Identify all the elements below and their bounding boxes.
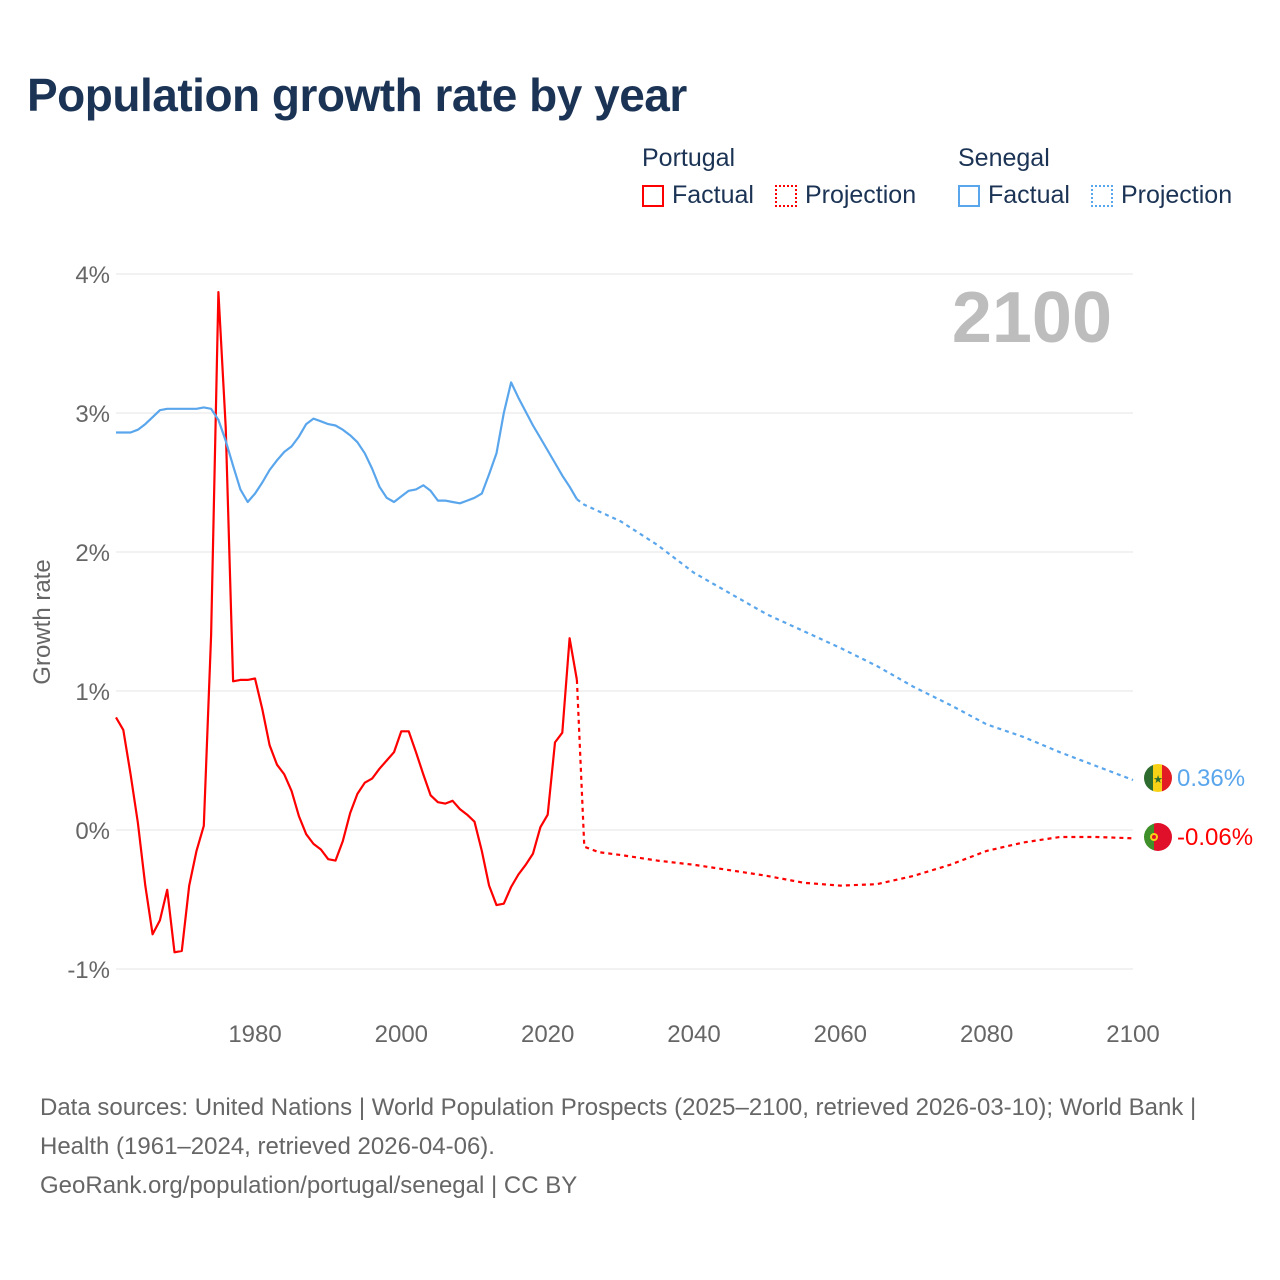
year-watermark: 2100 [952, 278, 1112, 358]
x-tick-label: 2060 [814, 1021, 867, 1048]
x-tick-label: 2040 [667, 1021, 720, 1048]
y-tick-label: 3% [75, 401, 110, 428]
legend-portugal-projection[interactable]: Projection [774, 181, 917, 210]
legend-portugal: Portugal Factual Projection [642, 144, 930, 214]
x-tick-label: 1980 [228, 1021, 281, 1048]
series-line-senegal-projection [576, 498, 1134, 782]
dotted-swatch-icon [1090, 184, 1113, 207]
legend-group-name: Portugal [642, 144, 736, 172]
y-tick-label: 4% [75, 262, 110, 289]
legend-senegal-projection[interactable]: Projection [1090, 181, 1233, 210]
series-line-portugal-projection [575, 679, 1134, 887]
legend-portugal-factual[interactable]: Factual [642, 181, 754, 210]
solid-swatch-icon [958, 184, 980, 207]
senegal-end-label: 0.36% [1177, 765, 1245, 792]
svg-text:★: ★ [1153, 774, 1163, 786]
y-tick-label: -1% [67, 957, 110, 984]
portugal-flag-icon [1144, 823, 1172, 851]
series-line-portugal-factual [115, 291, 578, 954]
y-tick-label: 0% [75, 818, 110, 845]
x-tick-label: 2020 [521, 1021, 574, 1048]
legend-label: Factual [988, 181, 1070, 209]
legend-label: Projection [1120, 181, 1233, 209]
series-line-senegal-factual [116, 381, 578, 505]
senegal-flag-icon: ★ [1144, 764, 1172, 792]
data-sources: Data sources: United Nations | World Pop… [40, 1094, 1197, 1160]
legend-senegal-factual[interactable]: Factual [958, 181, 1070, 210]
x-tick-label: 2000 [375, 1021, 428, 1048]
chart-title: Population growth rate by year [27, 69, 687, 121]
legend-senegal: Senegal Factual Projection [958, 144, 1232, 214]
legend-label: Factual [672, 181, 754, 209]
legend-group-name: Senegal [958, 144, 1050, 172]
footer: Data sources: United Nations | World Pop… [40, 1088, 1240, 1205]
chart-plot: -1% 0% 1% 2% 3% 4% 1980 2000 2020 2040 2060 2080 210… [29, 262, 1253, 1048]
x-tick-label: 2100 [1106, 1021, 1159, 1048]
y-tick-label: 1% [75, 679, 110, 706]
portugal-end-label: -0.06% [1177, 824, 1253, 851]
y-tick-label: 2% [75, 540, 110, 567]
credit-link[interactable]: GeoRank.org/population/portugal/senegal … [40, 1172, 578, 1199]
solid-swatch-icon [642, 184, 664, 207]
legend-label: Projection [804, 181, 917, 209]
x-tick-label: 2080 [960, 1021, 1013, 1048]
y-axis-label: Growth rate [29, 559, 56, 684]
dotted-swatch-icon [774, 184, 797, 207]
